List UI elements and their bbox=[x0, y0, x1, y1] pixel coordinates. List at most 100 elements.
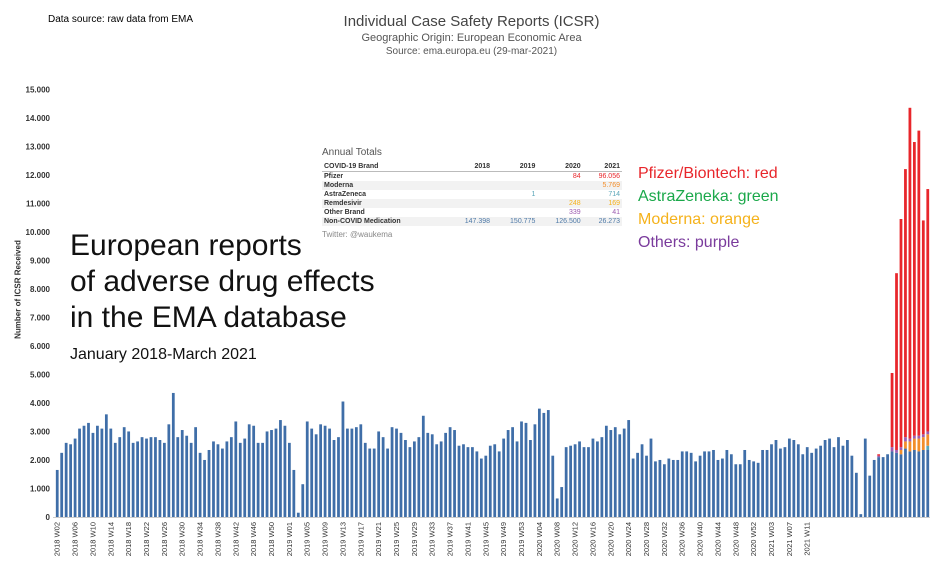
bar-non-covid bbox=[444, 432, 448, 517]
bar-non-covid bbox=[462, 444, 465, 517]
bar-non-covid bbox=[341, 401, 345, 517]
chart-title: Individual Case Safety Reports (ICSR) bbox=[343, 13, 600, 30]
bar-non-covid bbox=[136, 441, 139, 517]
bar-non-covid bbox=[770, 444, 773, 517]
bar-non-covid bbox=[332, 440, 336, 517]
bar-non-covid bbox=[113, 442, 117, 517]
overlay-title-line-2: of adverse drug effects bbox=[70, 265, 375, 298]
bar-non-covid bbox=[377, 431, 381, 517]
bar-non-covid bbox=[247, 424, 251, 517]
bar-non-covid bbox=[109, 428, 113, 517]
bar-non-covid bbox=[899, 454, 903, 517]
bar-non-covid bbox=[823, 440, 827, 517]
twitter-handle: Twitter: @waukema bbox=[322, 230, 393, 239]
bar-other bbox=[890, 447, 894, 452]
y-tick-label: 3.000 bbox=[30, 427, 51, 436]
bar-other bbox=[926, 431, 930, 435]
bar-moderna bbox=[917, 438, 921, 452]
bar-non-covid bbox=[198, 452, 202, 517]
bar-non-covid bbox=[372, 448, 376, 517]
bar-non-covid bbox=[564, 447, 568, 517]
bar-non-covid bbox=[738, 464, 742, 517]
bar-pfizer bbox=[921, 220, 925, 435]
bar-non-covid bbox=[868, 475, 872, 517]
totals-cell: 1 bbox=[531, 191, 536, 198]
bar-non-covid bbox=[912, 449, 916, 517]
bar-non-covid bbox=[573, 444, 577, 517]
bar-non-covid bbox=[604, 425, 608, 517]
bar-non-covid bbox=[622, 428, 626, 517]
bar-non-covid bbox=[185, 435, 189, 517]
bar-other bbox=[921, 434, 925, 438]
totals-row: Pfizer 84 96.056 bbox=[322, 172, 622, 182]
x-tick-label: 2019 W05 bbox=[303, 522, 312, 556]
bar-non-covid bbox=[837, 437, 840, 517]
bar-non-covid bbox=[872, 459, 876, 517]
totals-row: Non-COVID Medication 147.398 150.775 126.50… bbox=[322, 217, 622, 226]
bar-non-covid bbox=[631, 458, 635, 517]
bar-non-covid bbox=[127, 431, 131, 517]
x-tick-label: 2019 W45 bbox=[481, 522, 490, 556]
bar-pfizer bbox=[890, 372, 894, 448]
bar-non-covid bbox=[439, 441, 443, 517]
bar-non-covid bbox=[600, 437, 604, 517]
x-tick-label: 2021 W07 bbox=[785, 522, 794, 556]
bar-non-covid bbox=[381, 437, 385, 517]
totals-row: Moderna 5.769 bbox=[322, 181, 622, 190]
bar-non-covid bbox=[511, 427, 514, 517]
totals-cell: 169 bbox=[582, 199, 622, 208]
bar-non-covid bbox=[404, 440, 407, 517]
bar-non-covid bbox=[654, 461, 657, 517]
totals-cell bbox=[492, 172, 537, 182]
bar-pfizer bbox=[908, 107, 912, 439]
bar-non-covid bbox=[390, 427, 394, 517]
bar-non-covid bbox=[841, 445, 845, 517]
bar-non-covid bbox=[743, 449, 747, 517]
bar-non-covid bbox=[707, 451, 711, 517]
bar-non-covid bbox=[64, 442, 68, 517]
totals-cell bbox=[537, 181, 583, 190]
legend-entry: AstraZeneka: green bbox=[638, 188, 779, 205]
bar-non-covid bbox=[591, 438, 595, 517]
x-tick-label: 2018 W10 bbox=[88, 522, 97, 556]
bar-non-covid bbox=[154, 437, 157, 517]
bar-non-covid bbox=[774, 440, 778, 517]
bar-non-covid bbox=[261, 442, 264, 517]
bar-non-covid bbox=[921, 449, 925, 517]
bar-non-covid bbox=[814, 448, 818, 517]
bar-non-covid bbox=[167, 424, 171, 517]
x-tick-label: 2020 W32 bbox=[660, 522, 669, 556]
bar-non-covid bbox=[417, 437, 421, 517]
x-tick-label: 2018 W50 bbox=[267, 522, 276, 556]
bar-non-covid bbox=[596, 441, 599, 517]
totals-cell: 5.769 bbox=[582, 181, 622, 190]
bar-other bbox=[917, 435, 921, 439]
totals-cell: 41 bbox=[612, 209, 620, 216]
x-tick-label: 2019 W37 bbox=[446, 522, 455, 556]
bar-non-covid bbox=[466, 447, 470, 517]
bar-non-covid bbox=[212, 441, 215, 517]
bar-non-covid bbox=[747, 459, 751, 517]
bar-non-covid bbox=[613, 427, 617, 517]
bar-non-covid bbox=[430, 434, 434, 517]
bar-non-covid bbox=[189, 442, 193, 517]
bar-non-covid bbox=[685, 451, 689, 517]
x-tick-label: 2020 W36 bbox=[678, 522, 687, 556]
y-tick-label: 13.000 bbox=[26, 142, 51, 151]
annual-totals-grid: COVID-19 Brand 2018 2019 2020 2021 Pfizer 84 9… bbox=[322, 162, 622, 226]
y-tick-label: 15.000 bbox=[26, 85, 51, 94]
bar-non-covid bbox=[506, 430, 510, 517]
bar-non-covid bbox=[122, 427, 126, 517]
bar-non-covid bbox=[73, 438, 77, 517]
bar-non-covid bbox=[761, 449, 764, 517]
y-tick-label: 4.000 bbox=[30, 399, 51, 408]
totals-cell bbox=[492, 181, 538, 190]
bar-non-covid bbox=[694, 461, 698, 517]
x-tick-label: 2020 W08 bbox=[553, 522, 562, 556]
bar-non-covid bbox=[618, 434, 622, 517]
bar-non-covid bbox=[225, 441, 229, 517]
bar-non-covid bbox=[819, 445, 823, 517]
x-tick-label: 2019 W17 bbox=[356, 522, 365, 556]
color-legend: Pfizer/Biontech: red AstraZeneka: green Mo… bbox=[638, 162, 779, 254]
